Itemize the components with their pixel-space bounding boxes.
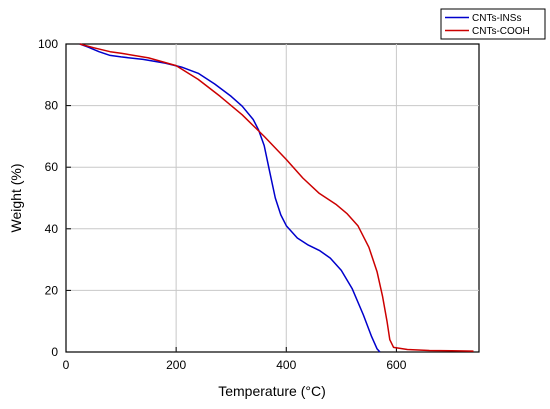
y-tick-label: 100	[38, 37, 58, 51]
series-line-cnts-inss	[79, 43, 381, 353]
legend-box	[440, 8, 546, 40]
y-axis-title: Weight (%)	[8, 164, 24, 233]
legend-label-cnts-inss: CNTs-INSs	[472, 13, 521, 24]
x-tick-label: 600	[386, 358, 406, 372]
x-tick-label: 0	[63, 358, 70, 372]
y-tick-label: 60	[45, 160, 59, 174]
plot-frame	[65, 43, 480, 353]
legend-label-cnts-cooh: CNTs-COOH	[472, 26, 530, 37]
y-tick-label: 40	[45, 222, 59, 236]
x-tick-label: 400	[276, 358, 296, 372]
series-line-cnts-cooh	[79, 43, 474, 352]
y-tick-label: 20	[45, 283, 59, 297]
x-tick-label: 200	[166, 358, 186, 372]
grid	[66, 44, 479, 352]
x-axis-title: Temperature (°C)	[218, 383, 326, 399]
y-tick-label: 80	[45, 99, 59, 113]
y-tick-label: 0	[51, 345, 58, 359]
data-series	[79, 43, 474, 353]
axis-ticks: 0 200 400 600 0 20 40 60 80 100	[38, 37, 407, 372]
legend: CNTs-INSs CNTs-COOH	[440, 8, 546, 40]
